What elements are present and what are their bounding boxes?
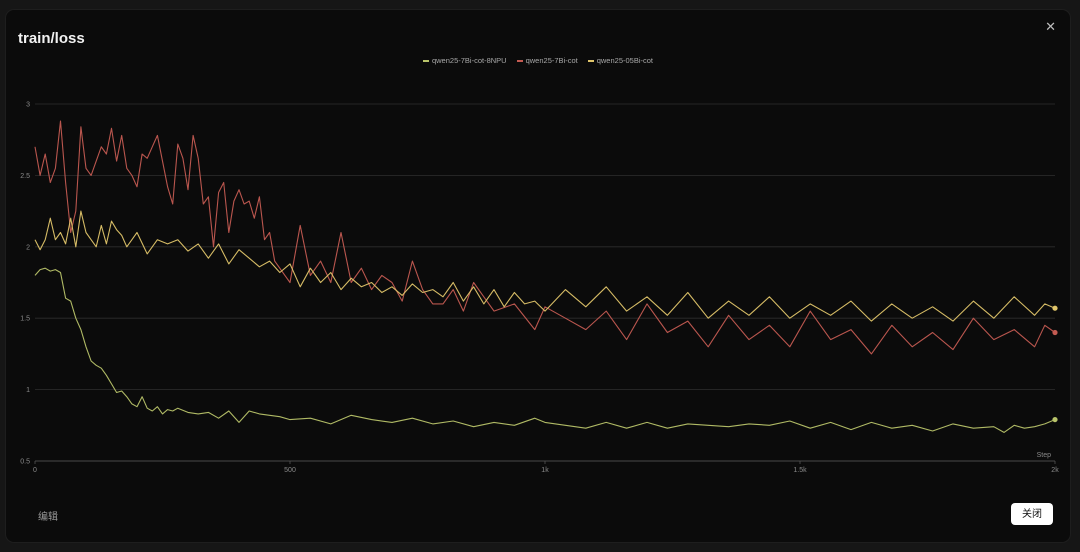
series-end-point-0 (1052, 416, 1058, 423)
x-tick-label: 2k (1051, 467, 1059, 474)
x-tick-label: 1.5k (793, 467, 807, 474)
y-tick-label: 3 (26, 102, 30, 109)
x-tick-label: 0 (33, 467, 37, 474)
edit-button[interactable]: 编辑 (38, 512, 58, 523)
legend-label: qwen25-7Bi-cot-8NPU (431, 56, 507, 65)
chart-modal: train/loss ✕ qwen25-7Bi-cot-8NPU qwen25-7… (6, 10, 1070, 542)
series-line-2 (34, 210, 1056, 322)
y-tick-label: 2.5 (20, 173, 30, 180)
y-tick-label: 1 (26, 387, 30, 394)
series-line-0 (34, 267, 1056, 433)
legend-label: qwen25-05Bi-cot (596, 56, 654, 65)
legend-item[interactable]: qwen25-05Bi-cot (587, 56, 654, 65)
close-icon[interactable]: ✕ (1045, 20, 1056, 35)
x-axis-label: Step (1037, 452, 1052, 459)
y-tick-label: 2 (26, 244, 30, 251)
series-line-1 (34, 120, 1056, 355)
y-tick-label: 1.5 (20, 316, 30, 323)
x-tick-label: 1k (541, 467, 549, 474)
line-chart: 0.5 1 1.5 2 2.5 3 0 500 1k 1.5k 2k Step (20, 102, 1059, 475)
close-button[interactable]: 关闭 (1011, 503, 1053, 525)
legend-swatch (587, 60, 594, 62)
legend-swatch (422, 60, 429, 62)
legend-item[interactable]: qwen25-7Bi-cot (516, 56, 578, 65)
chart-legend: qwen25-7Bi-cot-8NPU qwen25-7Bi-cot qwen25-… (6, 56, 1070, 65)
y-tick-label: 0.5 (20, 459, 30, 466)
legend-swatch (516, 60, 523, 62)
chart-title: train/loss (18, 30, 85, 47)
x-tick-label: 500 (284, 467, 296, 474)
legend-item[interactable]: qwen25-7Bi-cot-8NPU (422, 56, 507, 65)
series-end-point-2 (1052, 305, 1058, 311)
legend-label: qwen25-7Bi-cot (525, 56, 578, 65)
series-end-point-1 (1052, 329, 1058, 336)
